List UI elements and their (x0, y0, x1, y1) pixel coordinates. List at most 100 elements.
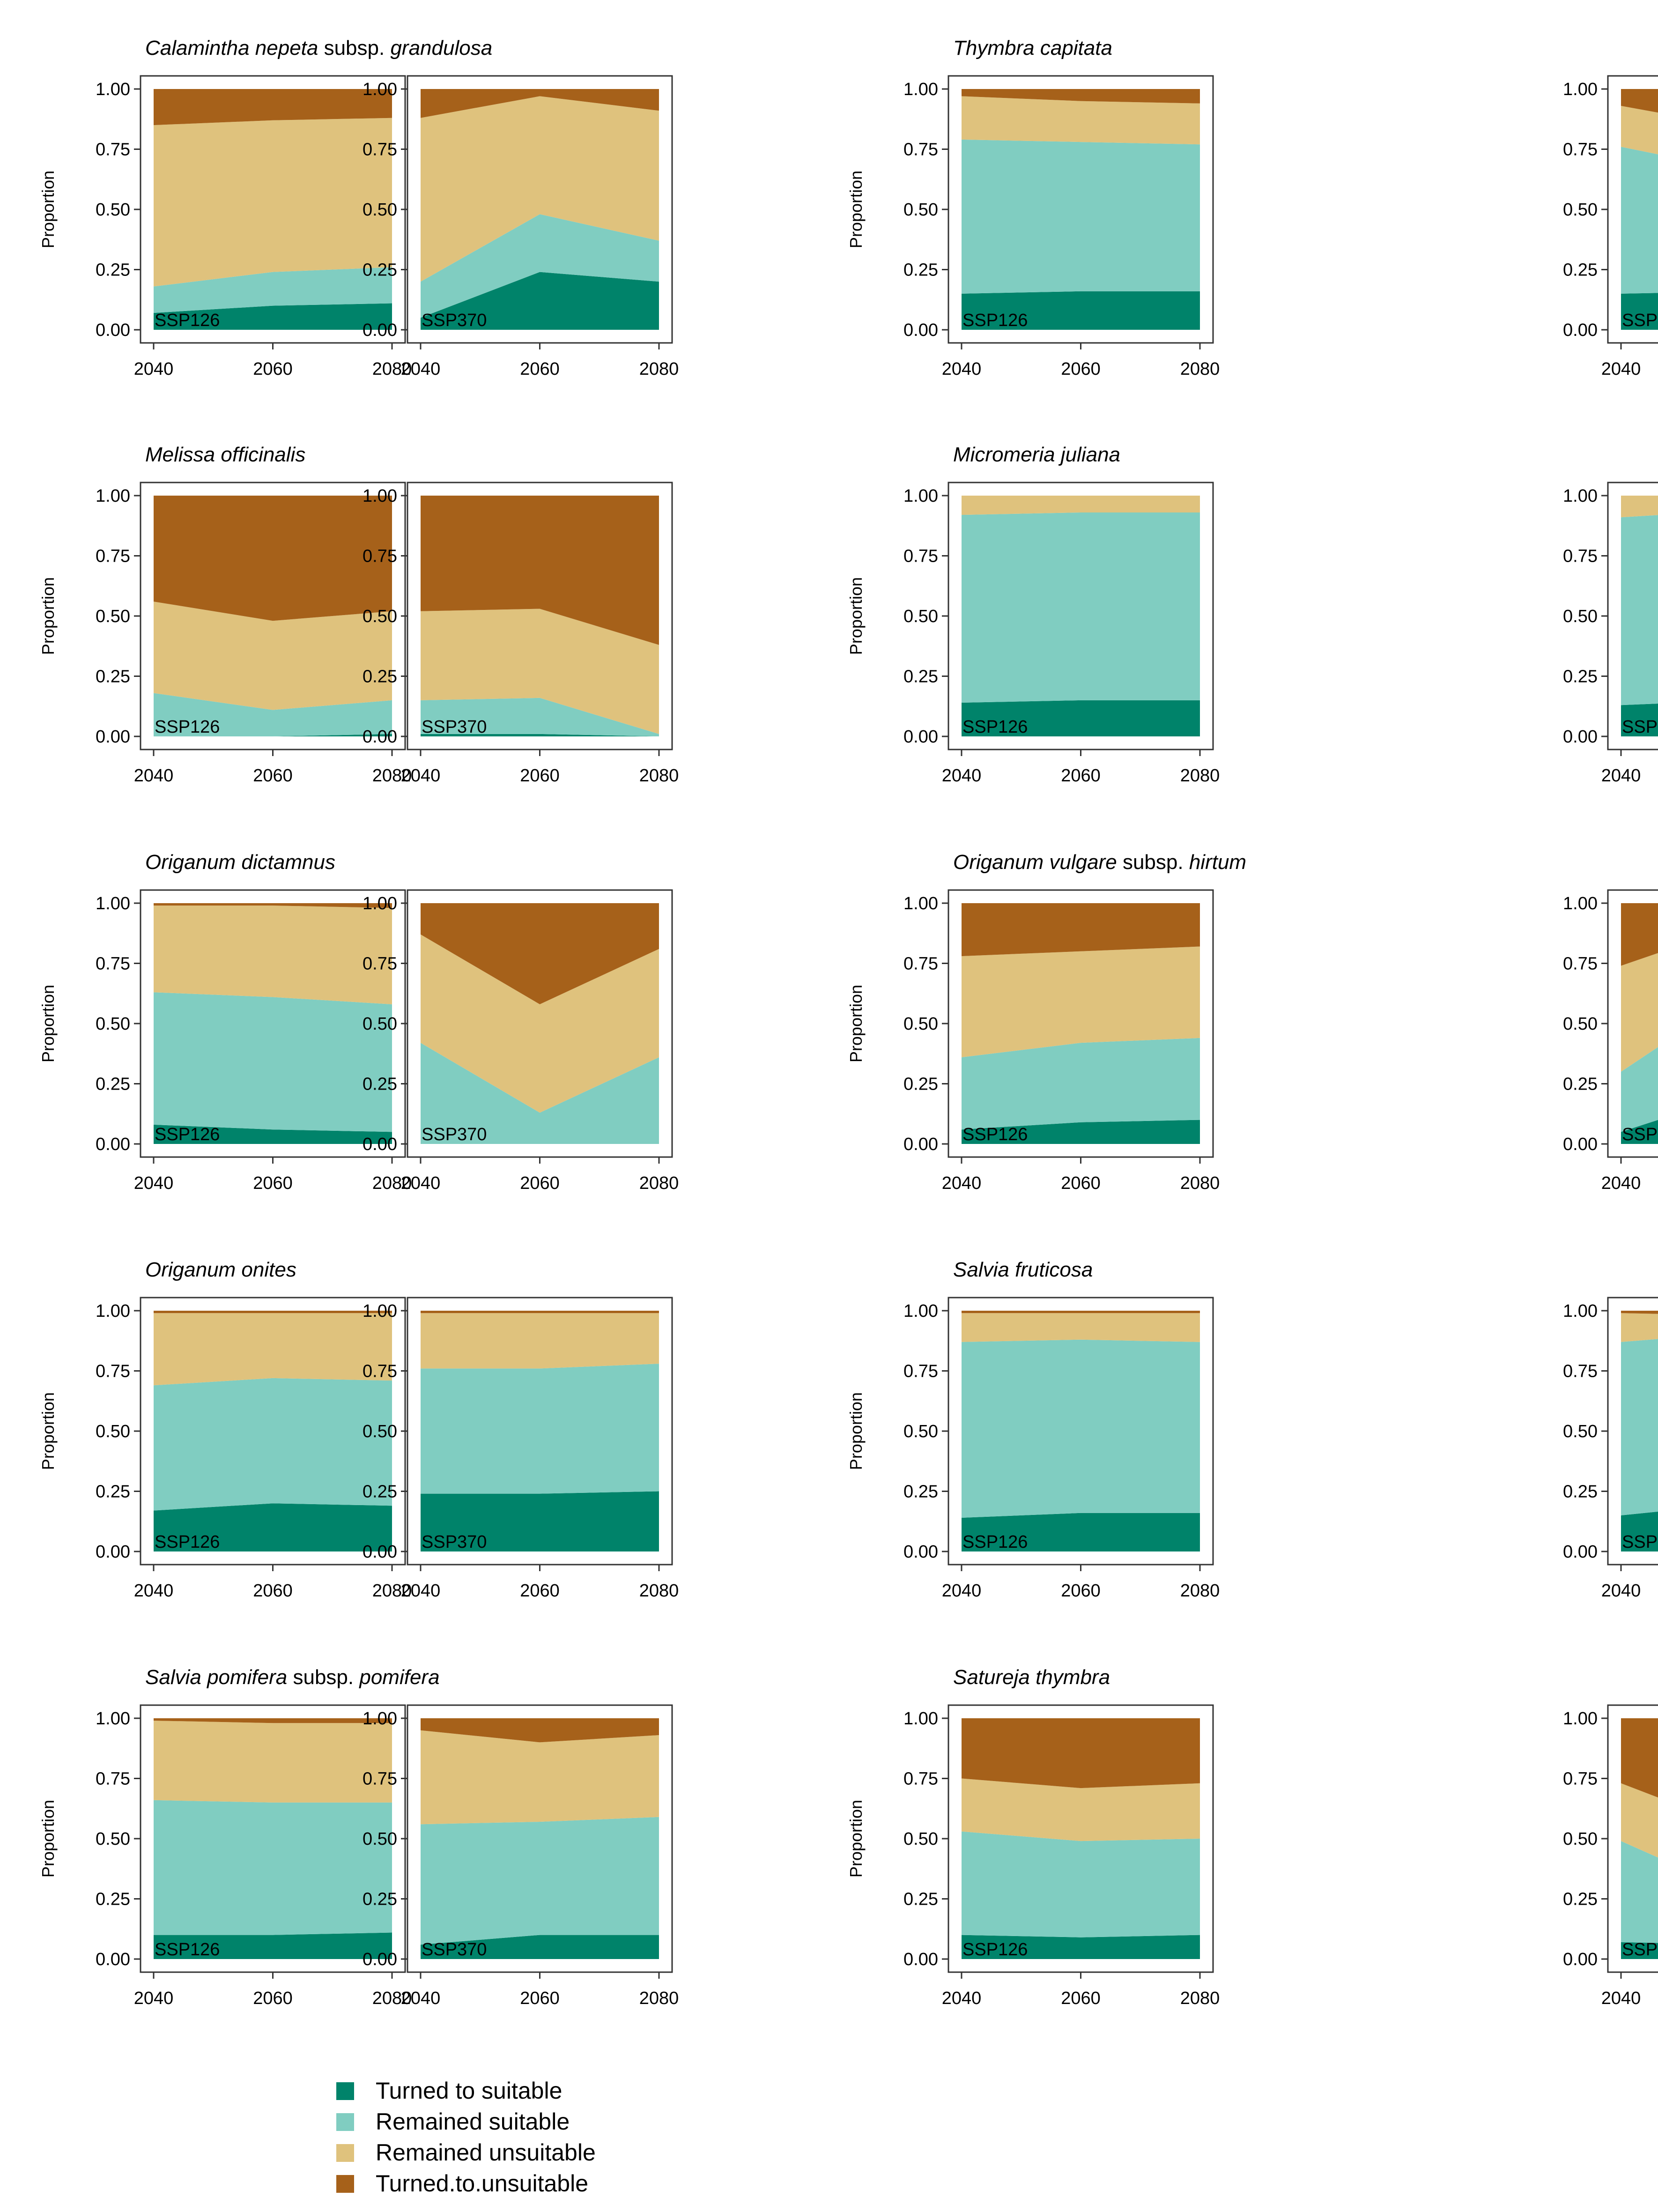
x-tick-label: 2040 (134, 1989, 174, 2008)
scenario-label: SSP370 (1622, 1532, 1658, 1552)
panel-6-ssp126: 0.00 0.25 0.50 0.75 1.00 2040 2060 2080 SSP126 Pr… (38, 1297, 412, 1601)
y-tick-label: 0.25 (363, 1482, 397, 1502)
y-tick-label: 0.00 (96, 727, 130, 747)
area-turned-suitable (1621, 1120, 1658, 1144)
y-tick-label: 0.50 (96, 1014, 130, 1034)
scenario-label: SSP370 (1622, 1940, 1658, 1960)
species-title-part: Satureja thymbra (953, 1666, 1110, 1689)
x-tick-label: 2060 (1061, 359, 1101, 379)
scenario-label: SSP370 (422, 1125, 487, 1144)
x-tick-label: 2040 (1601, 1173, 1641, 1193)
y-tick-label: 1.00 (363, 1301, 397, 1321)
x-tick-label: 2040 (134, 1173, 174, 1193)
area-remained-suitable (1621, 1339, 1658, 1515)
area-remained-suitable (962, 1339, 1200, 1518)
y-tick-label: 0.75 (96, 547, 130, 566)
x-tick-label: 2040 (942, 1581, 982, 1601)
x-tick-label: 2060 (1061, 766, 1101, 786)
area-turned-unsuitable (421, 903, 659, 1004)
area-turned-suitable (962, 291, 1200, 330)
x-tick-label: 2060 (520, 1989, 560, 2008)
area-turned-unsuitable (154, 496, 392, 621)
y-tick-label: 1.00 (96, 486, 130, 506)
y-tick-label: 0.50 (1563, 1422, 1598, 1441)
species-title-part: Salvia pomifera (145, 1666, 287, 1689)
x-tick-label: 2080 (1180, 359, 1220, 379)
scenario-label: SSP126 (155, 1125, 220, 1144)
y-tick-label: 0.50 (903, 607, 938, 626)
y-tick-label: 0.75 (363, 1769, 397, 1789)
y-tick-label: 0.50 (363, 200, 397, 220)
y-tick-label: 0.25 (1563, 1075, 1598, 1094)
species-title-part: Origanum vulgare (953, 851, 1117, 874)
x-tick-label: 2040 (942, 1989, 982, 2008)
area-turned-suitable (1621, 704, 1658, 736)
species-title-part: subsp. (1117, 851, 1189, 874)
species-title-part: Origanum dictamnus (145, 851, 335, 874)
x-tick-label: 2080 (639, 1989, 679, 2008)
species-title-part: Thymbra capitata (953, 37, 1112, 59)
y-tick-label: 1.00 (363, 486, 397, 506)
panel-0-ssp126: 0.00 0.25 0.50 0.75 1.00 2040 2060 2080 SSP126 Pr… (38, 75, 412, 379)
y-tick-label: 0.50 (903, 200, 938, 220)
species-title: Satureja thymbra (953, 1666, 1110, 1689)
scenario-label: SSP126 (155, 311, 220, 330)
y-tick-label: 0.25 (903, 1482, 938, 1502)
y-tick-label: 0.50 (1563, 607, 1598, 626)
y-tick-label: 0.00 (903, 1135, 938, 1154)
area-turned-suitable (1621, 1942, 1658, 1959)
y-tick-label: 0.25 (1563, 667, 1598, 687)
scenario-label: SSP370 (422, 717, 487, 737)
species-title-part: Origanum onites (145, 1258, 296, 1281)
legend-swatch-turned-suitable (336, 2082, 354, 2100)
scenario-label: SSP126 (962, 1940, 1028, 1960)
y-tick-label: 1.00 (1563, 1709, 1598, 1729)
x-tick-label: 2040 (401, 1173, 441, 1193)
area-remained-suitable (1621, 147, 1658, 294)
area-remained-unsuitable (962, 946, 1200, 1057)
x-tick-label: 2080 (1180, 1173, 1220, 1193)
y-tick-label: 0.75 (903, 1362, 938, 1381)
species-title: Origanum vulgare subsp. hirtum (953, 851, 1246, 874)
area-remained-suitable (1621, 1841, 1658, 1943)
area-turned-unsuitable (154, 1718, 392, 1723)
y-tick-label: 0.00 (903, 727, 938, 747)
y-tick-label: 0.00 (903, 320, 938, 340)
area-turned-suitable (154, 734, 392, 736)
area-remained-unsuitable (1621, 496, 1658, 518)
area-turned-suitable (962, 700, 1200, 736)
x-tick-label: 2040 (134, 1581, 174, 1601)
y-tick-label: 0.50 (363, 1829, 397, 1849)
y-tick-label: 1.00 (903, 80, 938, 99)
y-tick-label: 1.00 (96, 1301, 130, 1321)
y-tick-label: 0.75 (1563, 140, 1598, 160)
y-axis-label: Proportion (38, 1392, 58, 1470)
y-tick-label: 0.00 (1563, 1542, 1598, 1562)
y-tick-label: 0.25 (96, 1482, 130, 1502)
x-tick-label: 2060 (253, 359, 293, 379)
area-remained-unsuitable (421, 96, 659, 282)
y-tick-label: 1.00 (903, 486, 938, 506)
area-turned-unsuitable (154, 89, 392, 126)
x-tick-label: 2040 (401, 1581, 441, 1601)
y-tick-label: 0.75 (903, 547, 938, 566)
legend-label-remained-suitable: Remained suitable (376, 2108, 570, 2135)
y-tick-label: 0.50 (96, 200, 130, 220)
x-tick-label: 2060 (1061, 1173, 1101, 1193)
area-remained-suitable (154, 992, 392, 1132)
area-remained-suitable (962, 1038, 1200, 1130)
y-tick-label: 0.50 (96, 1422, 130, 1441)
x-tick-label: 2040 (1601, 766, 1641, 786)
x-tick-label: 2080 (1180, 1581, 1220, 1601)
scenario-label: SSP370 (1622, 311, 1658, 330)
y-tick-label: 0.00 (1563, 320, 1598, 340)
area-remained-unsuitable (154, 1313, 392, 1386)
y-tick-label: 0.00 (96, 320, 130, 340)
legend-swatch-remained-suitable (336, 2113, 354, 2131)
y-axis-label: Proportion (846, 577, 866, 655)
y-tick-label: 0.75 (96, 140, 130, 160)
area-turned-suitable (421, 1935, 659, 1959)
